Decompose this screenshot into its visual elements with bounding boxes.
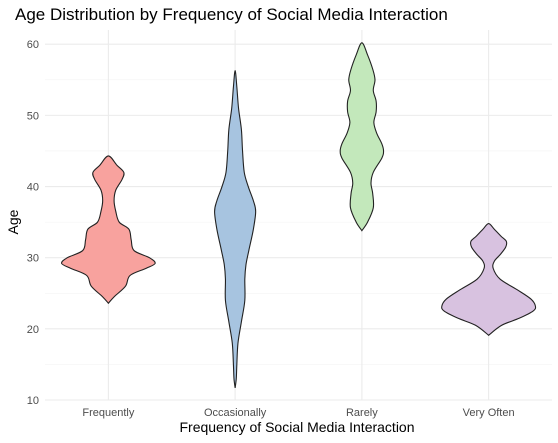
grid	[45, 30, 552, 401]
x-tick-label: Occasionally	[204, 407, 267, 419]
x-tick-label: Rarely	[346, 407, 378, 419]
x-tick-labels: Frequently Occasionally Rarely Very Often	[82, 407, 514, 419]
chart-title: Age Distribution by Frequency of Social …	[15, 5, 448, 24]
y-tick-label: 20	[27, 324, 39, 336]
y-tick-label: 60	[27, 39, 39, 51]
violins	[60, 42, 537, 388]
y-tick-label: 40	[27, 182, 39, 194]
violin-very-often	[441, 222, 537, 336]
y-tick-label: 30	[27, 253, 39, 265]
y-tick-labels: 10 20 30 40 50 60	[27, 39, 39, 407]
x-tick-label: Frequently	[82, 407, 134, 419]
y-tick-label: 10	[27, 395, 39, 407]
violin-frequently	[60, 155, 156, 305]
violin-rarely	[339, 42, 385, 232]
x-axis-title: Frequency of Social Media Interaction	[179, 419, 414, 435]
x-tick-label: Very Often	[463, 407, 515, 419]
y-tick-label: 50	[27, 110, 39, 122]
y-axis-title: Age	[5, 209, 21, 234]
violin-occasionally	[214, 70, 257, 388]
